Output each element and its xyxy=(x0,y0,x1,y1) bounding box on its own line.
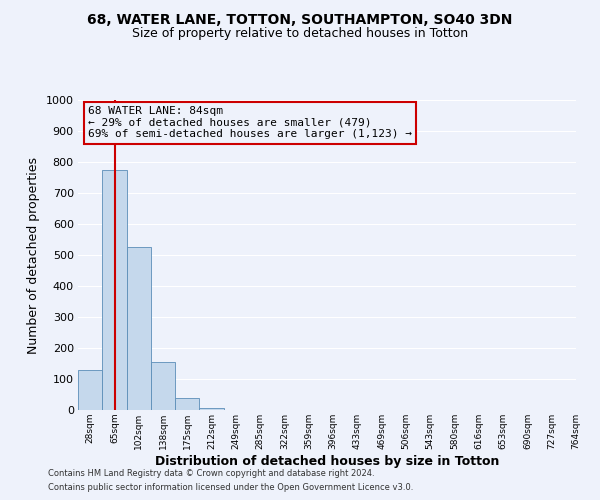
Y-axis label: Number of detached properties: Number of detached properties xyxy=(27,156,40,354)
Bar xyxy=(78,370,102,410)
Bar xyxy=(199,408,224,410)
Text: 68, WATER LANE, TOTTON, SOUTHAMPTON, SO40 3DN: 68, WATER LANE, TOTTON, SOUTHAMPTON, SO4… xyxy=(88,12,512,26)
Bar xyxy=(127,247,151,410)
X-axis label: Distribution of detached houses by size in Totton: Distribution of detached houses by size … xyxy=(155,454,499,468)
Bar xyxy=(102,170,127,410)
Text: Size of property relative to detached houses in Totton: Size of property relative to detached ho… xyxy=(132,28,468,40)
Bar xyxy=(175,398,199,410)
Text: Contains HM Land Registry data © Crown copyright and database right 2024.: Contains HM Land Registry data © Crown c… xyxy=(48,468,374,477)
Text: Contains public sector information licensed under the Open Government Licence v3: Contains public sector information licen… xyxy=(48,484,413,492)
Bar xyxy=(151,362,175,410)
Text: 68 WATER LANE: 84sqm
← 29% of detached houses are smaller (479)
69% of semi-deta: 68 WATER LANE: 84sqm ← 29% of detached h… xyxy=(88,106,412,140)
